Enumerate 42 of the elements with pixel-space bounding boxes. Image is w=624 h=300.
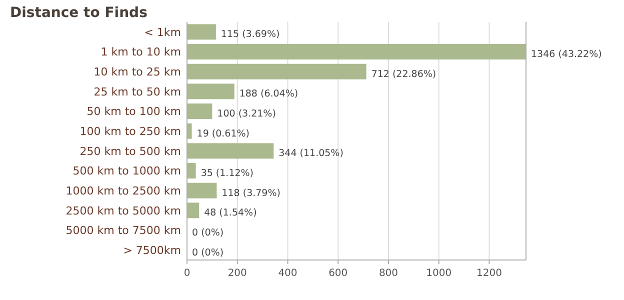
y-tick-label: 10 km to 25 km xyxy=(94,65,181,78)
data-label: 344 (11.05%) xyxy=(278,148,344,160)
data-label: 48 (1.54%) xyxy=(204,208,257,219)
bar xyxy=(187,123,192,139)
bar xyxy=(187,64,366,80)
data-label: 1346 (43.22%) xyxy=(531,49,602,60)
data-label: 19 (0.61%) xyxy=(196,128,250,140)
y-tick-label: 500 km to 1000 km xyxy=(72,164,181,178)
x-tick-label: 0 xyxy=(184,268,190,279)
y-tick-label: 50 km to 100 km xyxy=(86,105,181,118)
data-label: 188 (6.04%) xyxy=(239,88,298,100)
data-label: 0 (0%) xyxy=(192,228,224,239)
y-tick-label: 2500 km to 5000 km xyxy=(66,204,181,218)
y-tick-label: 250 km to 500 km xyxy=(80,144,181,158)
y-tick-label: 1 km to 10 km xyxy=(100,46,181,59)
bar xyxy=(187,143,274,159)
y-tick-label: 5000 km to 7500 km xyxy=(66,224,181,238)
bar xyxy=(187,182,217,198)
data-label: 712 (22.86%) xyxy=(371,68,436,80)
data-label: 100 (3.21%) xyxy=(217,108,276,120)
y-tick-label: > 7500km xyxy=(123,244,181,257)
data-label: 0 (0%) xyxy=(192,247,224,258)
x-tick-label: 600 xyxy=(328,268,348,279)
x-tick-label: 200 xyxy=(228,268,247,279)
bar xyxy=(187,202,200,218)
chart-title: Distance to Finds xyxy=(10,5,148,21)
x-tick-label: 1200 xyxy=(476,268,502,279)
y-tick-label: 100 km to 250 km xyxy=(80,124,181,138)
y-tick-label: < 1km xyxy=(144,26,181,39)
y-tick-label: 1000 km to 2500 km xyxy=(66,184,181,198)
data-label: 35 (1.12%) xyxy=(200,168,254,180)
y-tick-label: 25 km to 50 km xyxy=(94,85,181,98)
x-tick-label: 1000 xyxy=(426,268,452,279)
bar xyxy=(187,24,216,40)
bar xyxy=(187,163,196,178)
bar xyxy=(187,44,526,60)
bar xyxy=(187,84,234,100)
data-label: 115 (3.69%) xyxy=(220,29,280,40)
data-label: 118 (3.79%) xyxy=(222,188,280,199)
x-tick-label: 400 xyxy=(278,268,298,279)
x-tick-label: 800 xyxy=(378,268,398,279)
bar xyxy=(187,104,212,119)
